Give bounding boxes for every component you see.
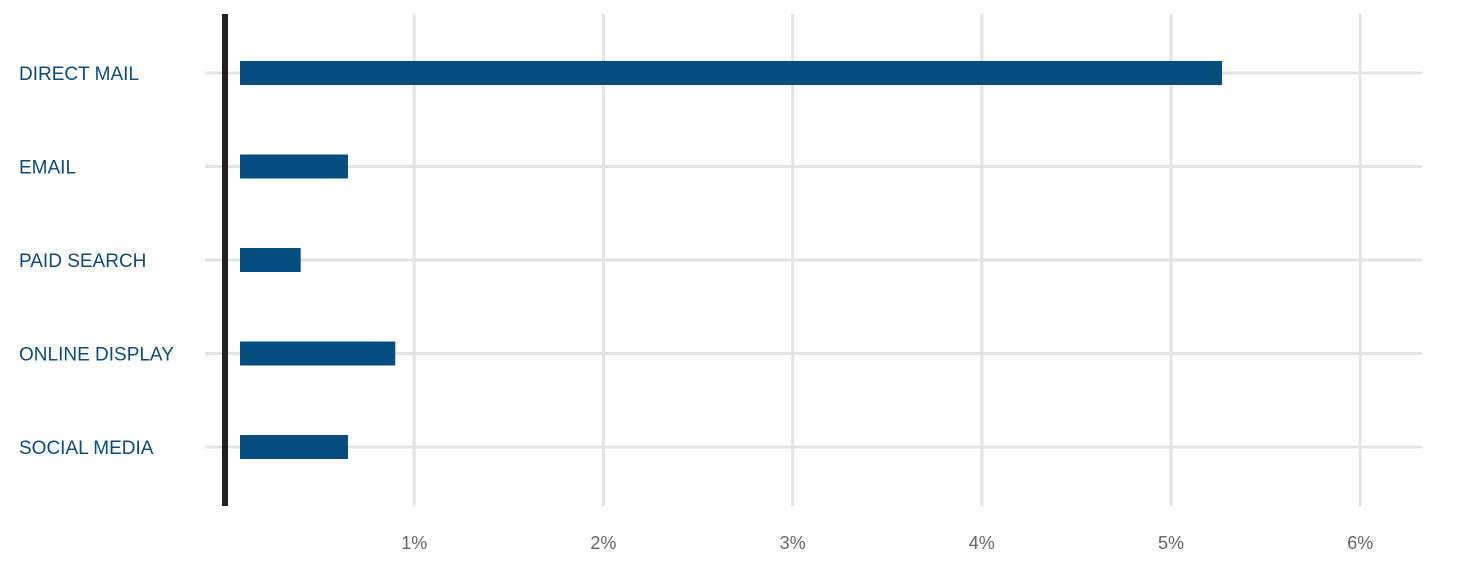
category-label: PAID SEARCH (19, 251, 146, 272)
bar-layer (240, 61, 1223, 459)
x-tick-label: 4% (969, 533, 995, 553)
category-label: DIRECT MAIL (19, 64, 139, 85)
x-tick-label: 6% (1347, 533, 1373, 553)
bar (240, 154, 348, 179)
category-label: ONLINE DISPLAY (19, 345, 174, 366)
bar (240, 61, 1223, 85)
category-label: SOCIAL MEDIA (19, 438, 154, 459)
x-tick-label: 5% (1158, 533, 1184, 553)
bar (240, 341, 396, 366)
bar (240, 248, 301, 272)
x-tick-label: 3% (780, 533, 806, 553)
x-tick-label: 1% (401, 533, 427, 553)
category-label: EMAIL (19, 158, 76, 179)
bar (240, 435, 348, 459)
grid-layer (205, 14, 1422, 506)
x-tick-label: 2% (590, 533, 616, 553)
label-layer: DIRECT MAIL EMAIL PAID SEARCH ONLINE DISPLA… (19, 64, 1373, 553)
